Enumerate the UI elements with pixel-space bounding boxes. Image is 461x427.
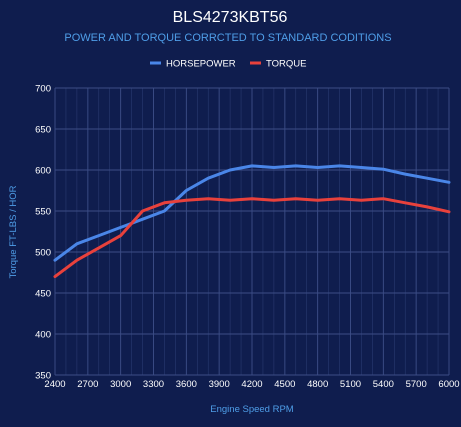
chart-subtitle: POWER AND TORQUE CORRCTED TO STANDARD CO…: [64, 32, 391, 44]
x-tick-label: 4500: [274, 379, 295, 390]
x-axis-ticks: 2400 2700 3000 3300 3600 3900 4200 4500 4800 5100…: [44, 379, 459, 390]
x-tick-label: 4200: [241, 379, 262, 390]
x-tick-label: 2400: [44, 379, 65, 390]
legend-label-torque: TORQUE: [266, 59, 306, 70]
x-tick-label: 5400: [373, 379, 394, 390]
y-tick-label: 350: [35, 371, 51, 382]
chart-title: BLS4273KBT56: [173, 9, 288, 26]
y-tick-label: 700: [35, 84, 51, 95]
y-axis-label: Torque FT-LBS / HOR: [8, 185, 19, 278]
x-tick-label: 3900: [209, 379, 230, 390]
y-tick-label: 550: [35, 207, 51, 218]
x-tick-label: 4800: [307, 379, 328, 390]
legend-label-horsepower: HORSEPOWER: [166, 59, 236, 70]
x-tick-label: 3000: [110, 379, 131, 390]
series-line-horsepower: [53, 164, 451, 262]
series-lines: [53, 164, 451, 279]
x-tick-label: 3300: [143, 379, 164, 390]
x-tick-label: 6000: [438, 379, 459, 390]
grid: [54, 87, 450, 376]
legend-swatch-torque: [250, 61, 261, 65]
x-tick-label: 5700: [406, 379, 427, 390]
legend-swatch-horsepower: [150, 61, 161, 65]
x-tick-label: 2700: [77, 379, 98, 390]
y-tick-label: 400: [35, 330, 51, 341]
y-tick-label: 500: [35, 248, 51, 259]
x-axis-label: Engine Speed RPM: [210, 404, 294, 415]
y-tick-label: 650: [35, 125, 51, 136]
y-tick-label: 600: [35, 166, 51, 177]
y-axis-ticks: 350 400 450 500 550 600 650 700: [35, 84, 51, 382]
series-line-torque: [53, 197, 451, 279]
x-tick-label: 3600: [176, 379, 197, 390]
legend: HORSEPOWER TORQUE: [150, 59, 306, 70]
y-tick-label: 450: [35, 289, 51, 300]
x-tick-label: 5100: [340, 379, 361, 390]
